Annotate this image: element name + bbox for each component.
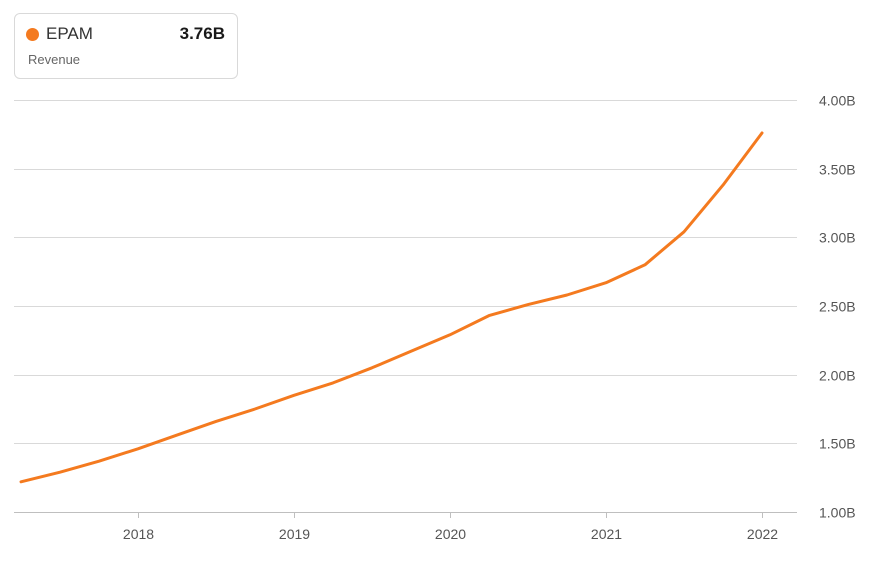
tick-labels: 4.00B 3.50B 3.00B 2.50B 2.00B 1.50B 1.00B 2018 2… [123, 93, 856, 543]
y-tick-label: 4.00B [819, 93, 856, 109]
y-tick-label: 2.50B [819, 299, 856, 315]
legend-card: EPAM 3.76B Revenue [14, 13, 238, 79]
y-tick-label: 1.50B [819, 436, 856, 452]
y-tick-label: 1.00B [819, 505, 856, 521]
series-color-dot [26, 28, 39, 41]
legend-value: 3.76B [179, 24, 225, 43]
series-layer [19, 131, 764, 484]
x-tick-label: 2019 [279, 526, 310, 542]
grid-lines [14, 100, 797, 444]
series-line-epam [19, 131, 764, 484]
x-tick-label: 2020 [435, 526, 466, 542]
x-tick-label: 2018 [123, 526, 154, 542]
y-tick-label: 3.00B [819, 230, 856, 246]
legend-ticker: EPAM [46, 24, 93, 43]
axes [14, 512, 797, 518]
x-tick-label: 2021 [591, 526, 622, 542]
x-tick-label: 2022 [747, 526, 778, 542]
legend-metric: Revenue [28, 52, 81, 67]
y-tick-label: 3.50B [819, 162, 856, 178]
y-tick-label: 2.00B [819, 368, 856, 384]
